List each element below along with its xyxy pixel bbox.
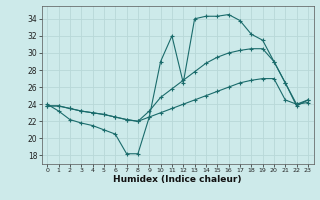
X-axis label: Humidex (Indice chaleur): Humidex (Indice chaleur) [113,175,242,184]
